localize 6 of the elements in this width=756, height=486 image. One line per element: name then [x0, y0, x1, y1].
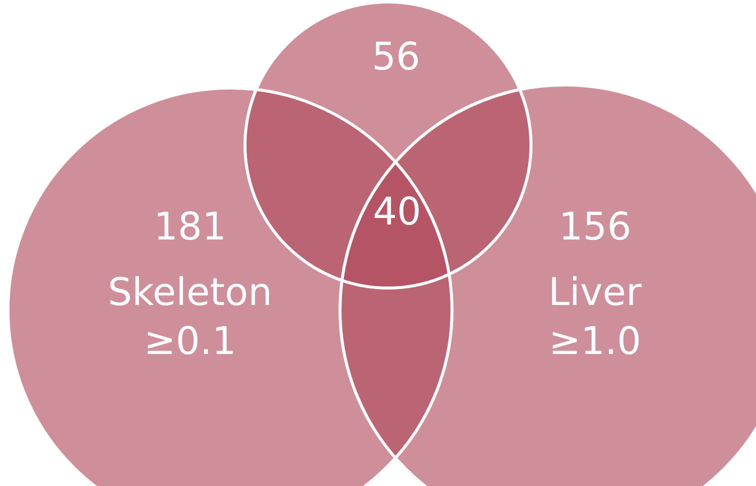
category-label: Liver ≥1.0	[548, 270, 642, 364]
data-label: 181	[154, 204, 226, 248]
data-label: 156	[558, 204, 632, 248]
category-label: Skeleton ≥0.1	[108, 270, 272, 364]
text: 40	[372, 190, 422, 234]
text: 56	[372, 34, 420, 78]
